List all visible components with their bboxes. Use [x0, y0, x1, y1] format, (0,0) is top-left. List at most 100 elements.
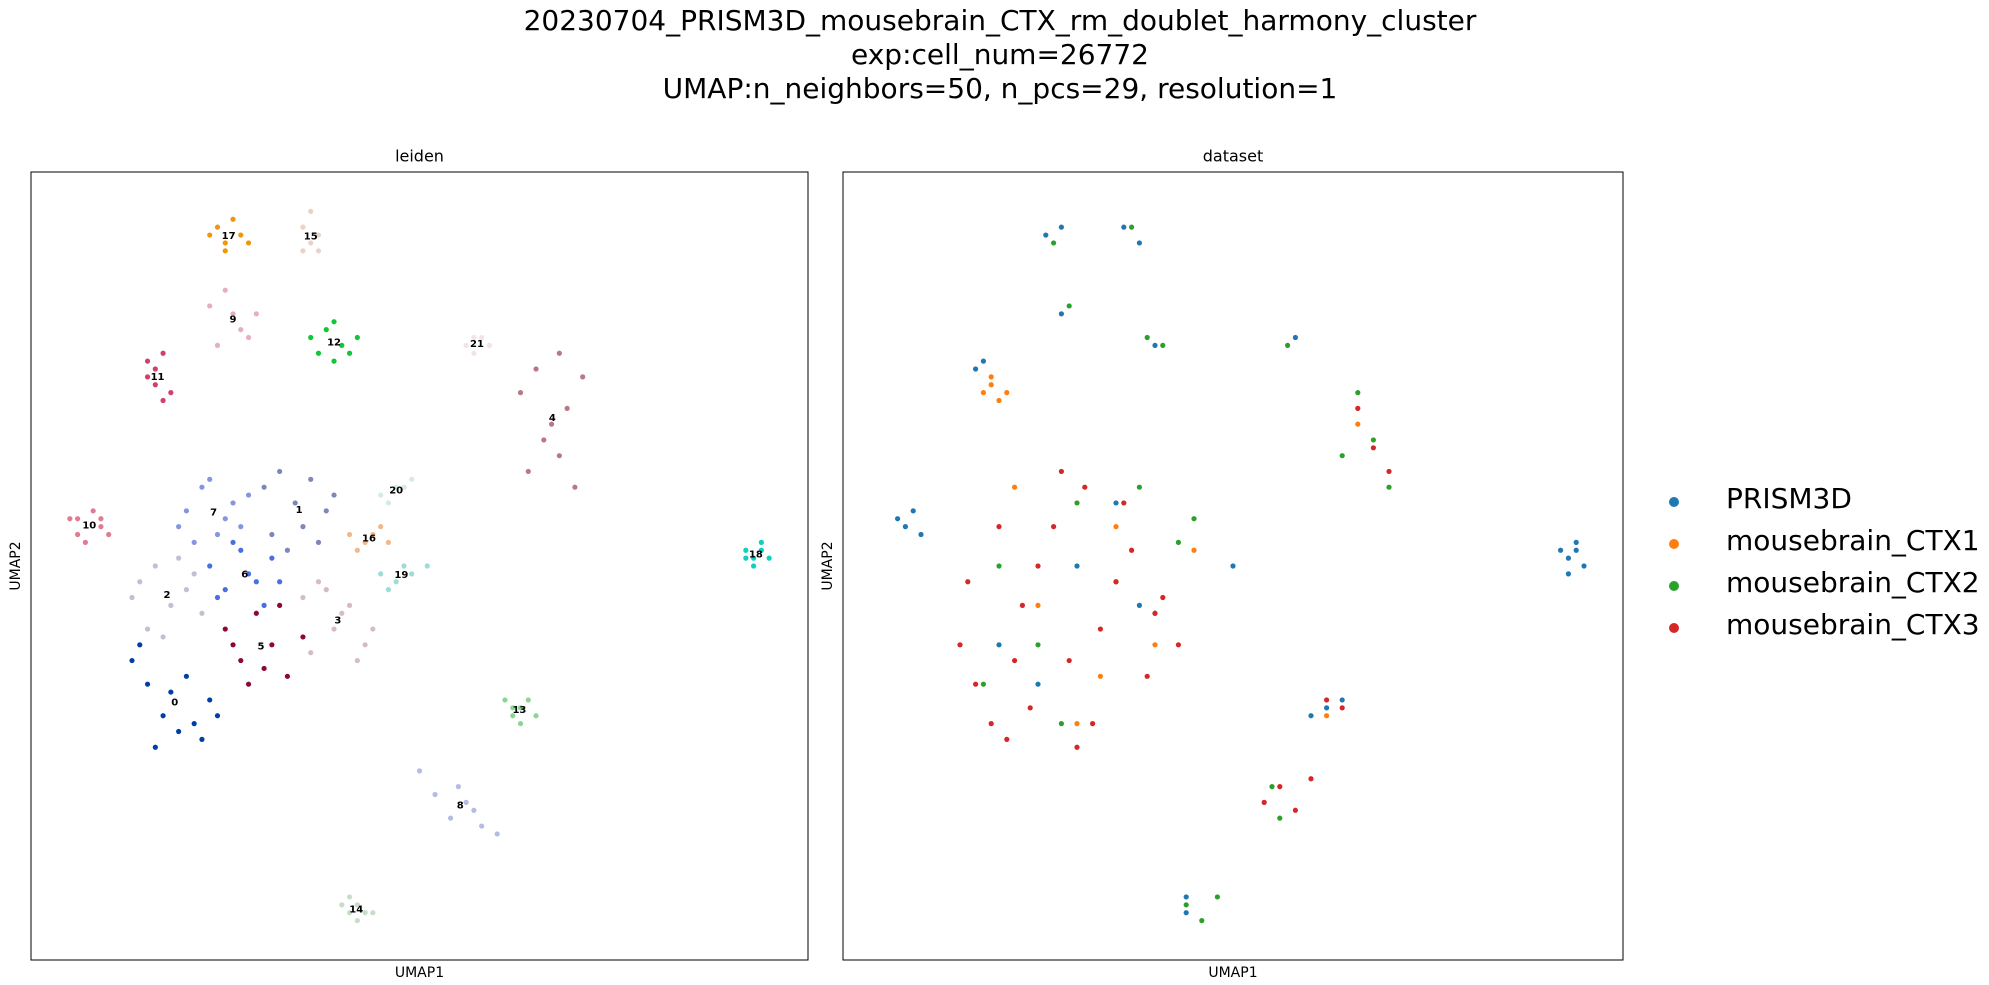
x-axis-label: UMAP1 — [395, 965, 444, 981]
point — [401, 484, 407, 490]
point — [144, 681, 151, 687]
cluster-label: 6 — [241, 570, 248, 581]
point — [447, 815, 454, 821]
point — [572, 484, 578, 490]
point — [191, 721, 197, 727]
point — [1277, 784, 1283, 790]
point — [1004, 390, 1010, 396]
point — [230, 539, 236, 545]
point — [1043, 232, 1049, 238]
point — [988, 382, 994, 388]
point — [996, 563, 1002, 569]
point — [525, 468, 531, 475]
point — [1074, 721, 1080, 727]
point — [222, 287, 228, 293]
point — [245, 681, 252, 687]
point — [533, 713, 539, 719]
legend-label: mousebrain_CTX2 — [1726, 566, 1980, 599]
point — [354, 334, 360, 341]
legend-label: mousebrain_CTX1 — [1726, 524, 1980, 557]
point — [1090, 721, 1096, 727]
point — [432, 791, 438, 798]
point — [315, 248, 322, 254]
point — [370, 626, 376, 632]
point — [308, 240, 314, 246]
point — [1160, 594, 1166, 601]
point — [1058, 721, 1064, 727]
point — [331, 319, 337, 325]
cluster-label: 14 — [349, 904, 363, 915]
point — [315, 539, 322, 545]
point — [517, 721, 524, 727]
point — [323, 508, 329, 514]
point — [385, 587, 392, 593]
point — [277, 468, 283, 475]
cluster-label: 8 — [457, 800, 464, 811]
point — [339, 902, 345, 908]
cluster-label: 13 — [512, 705, 526, 716]
point — [269, 531, 275, 538]
plot-frame — [30, 171, 809, 961]
plot-frame — [842, 171, 1624, 961]
point — [1129, 547, 1135, 553]
point — [323, 327, 329, 333]
point — [129, 594, 135, 601]
point — [973, 366, 979, 372]
point — [176, 728, 182, 735]
point — [300, 594, 306, 601]
point — [323, 587, 329, 593]
point — [1386, 468, 1392, 475]
point — [339, 342, 345, 348]
point — [300, 524, 306, 530]
point — [1113, 579, 1119, 585]
point — [354, 547, 360, 553]
point — [331, 358, 337, 364]
point — [385, 539, 392, 545]
point — [160, 350, 166, 356]
point — [331, 626, 337, 632]
point — [1136, 602, 1142, 609]
point — [556, 453, 562, 459]
point — [199, 484, 205, 490]
point — [1581, 563, 1587, 569]
point — [502, 697, 508, 703]
point — [556, 350, 562, 356]
point — [471, 334, 477, 341]
point — [751, 563, 757, 569]
point — [160, 634, 166, 640]
point — [980, 358, 987, 364]
point — [463, 342, 469, 348]
point — [1230, 563, 1236, 569]
point — [230, 311, 236, 317]
point — [354, 902, 360, 908]
point — [580, 374, 586, 380]
cluster-label: 5 — [258, 641, 265, 652]
point — [1386, 484, 1392, 490]
point — [261, 665, 267, 672]
point — [98, 524, 104, 530]
point — [758, 539, 764, 545]
point — [910, 508, 916, 514]
point — [1058, 224, 1064, 230]
point — [1573, 539, 1579, 545]
cluster-label: 19 — [394, 570, 408, 581]
point — [1058, 468, 1064, 475]
point — [245, 240, 252, 246]
point — [354, 918, 360, 924]
cluster-label: 2 — [163, 590, 170, 601]
point — [90, 508, 96, 514]
point — [277, 602, 283, 609]
point — [1097, 626, 1103, 632]
cluster-label: 3 — [334, 615, 341, 626]
point — [308, 208, 314, 214]
point — [1324, 705, 1330, 711]
point — [1339, 697, 1345, 703]
point — [1004, 736, 1010, 742]
point — [1035, 563, 1041, 569]
point — [1214, 894, 1220, 900]
cluster-label: 1 — [296, 505, 303, 516]
point — [137, 642, 143, 648]
cluster-label: 21 — [470, 339, 484, 350]
point — [1144, 334, 1150, 341]
point — [362, 642, 368, 648]
